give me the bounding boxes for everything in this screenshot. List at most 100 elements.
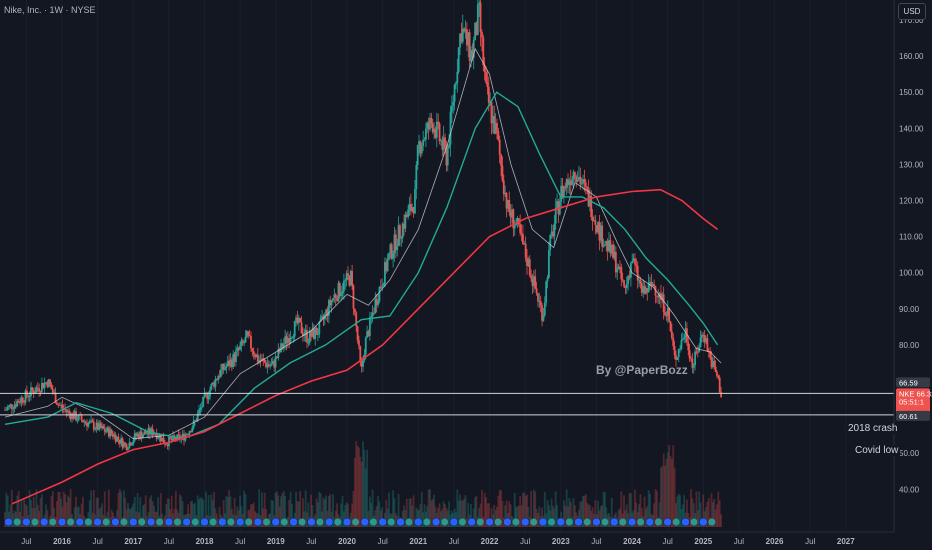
dividend-event-icon bbox=[235, 517, 245, 527]
volume-bar bbox=[24, 504, 27, 527]
candle-body bbox=[377, 301, 379, 306]
volume-bar bbox=[534, 491, 537, 527]
candle-body bbox=[415, 164, 418, 189]
candle-body bbox=[437, 121, 440, 124]
dividend-event-icon bbox=[111, 517, 120, 527]
volume-bar bbox=[122, 490, 125, 527]
volume-bar bbox=[258, 489, 261, 527]
time-axis[interactable]: Jul 2016 Jul 2017 Jul 2018 Jul 2019 Jul 2020 Jul 20… bbox=[21, 537, 855, 546]
volume-bar bbox=[520, 505, 523, 527]
candle-body bbox=[401, 223, 404, 238]
candle-body bbox=[84, 421, 87, 423]
candle-body bbox=[213, 382, 215, 387]
candle-body bbox=[545, 281, 548, 303]
candle-body bbox=[105, 431, 108, 433]
candle-body bbox=[353, 308, 356, 313]
candle-body bbox=[594, 220, 597, 225]
candle-body bbox=[475, 22, 478, 35]
candle-body bbox=[407, 209, 410, 217]
earnings-event-icon bbox=[138, 518, 146, 526]
badge-low-text: 60.61 bbox=[899, 412, 918, 421]
price-axis[interactable]: 170.00 160.00 150.00 140.00 130.00 120.00 110.… bbox=[899, 16, 924, 494]
volume-bar bbox=[288, 499, 291, 527]
candle-body bbox=[623, 280, 625, 287]
candle-body bbox=[580, 183, 583, 185]
dividend-event-icon bbox=[129, 517, 138, 527]
volume-bar bbox=[419, 503, 422, 527]
candle-body bbox=[444, 137, 446, 147]
volume-bar bbox=[664, 465, 666, 527]
volume-bar bbox=[57, 491, 60, 527]
candle-body bbox=[122, 442, 125, 448]
volume-bar bbox=[136, 493, 139, 527]
volume-bar bbox=[479, 503, 482, 527]
earnings-event-icon bbox=[423, 518, 431, 526]
candle-body bbox=[157, 437, 159, 439]
candle-body bbox=[672, 337, 675, 347]
candle-body bbox=[284, 336, 287, 344]
candle-body bbox=[662, 294, 665, 313]
candle-body bbox=[565, 179, 568, 188]
price-tick-label: 100.00 bbox=[899, 269, 924, 278]
candle-body bbox=[86, 422, 88, 427]
candle-body bbox=[325, 309, 328, 315]
candle-body bbox=[628, 275, 631, 278]
candle-body bbox=[185, 434, 188, 435]
candle-body bbox=[523, 243, 526, 245]
candle-body bbox=[699, 337, 702, 347]
volume-bar bbox=[315, 498, 318, 527]
volume-bar bbox=[194, 503, 196, 527]
dividend-event-icon bbox=[556, 517, 566, 527]
candle-body bbox=[247, 331, 250, 336]
dividend-event-icon bbox=[378, 517, 387, 527]
volume-bar bbox=[31, 508, 34, 527]
candle-body bbox=[598, 222, 601, 241]
volume-bar bbox=[556, 505, 558, 527]
candle-body bbox=[459, 33, 461, 48]
dividend-event-icon bbox=[503, 517, 512, 527]
volume-bar bbox=[235, 514, 237, 527]
currency-button[interactable]: USD bbox=[898, 3, 926, 20]
volume-bar bbox=[493, 505, 496, 527]
volume-bar bbox=[497, 495, 500, 527]
dividend-event-icon bbox=[22, 517, 31, 527]
candle-body bbox=[312, 328, 315, 339]
price-tick-label: 40.00 bbox=[899, 485, 920, 494]
volume-bar bbox=[461, 500, 464, 527]
candle-body bbox=[166, 444, 169, 447]
candle-body bbox=[113, 434, 116, 437]
candle-body bbox=[668, 308, 671, 322]
time-tick-label: 2022 bbox=[481, 537, 499, 546]
volume-bar bbox=[582, 495, 584, 527]
candle-body bbox=[87, 422, 90, 427]
candle-body bbox=[470, 50, 472, 61]
candle-body bbox=[640, 283, 643, 293]
volume-bar bbox=[366, 449, 369, 527]
time-tick-label: 2020 bbox=[338, 537, 356, 546]
chart-title[interactable]: Nike, Inc. · 1W · NYSE bbox=[4, 5, 96, 15]
volume-bar bbox=[62, 491, 65, 527]
volume-bar bbox=[702, 494, 705, 527]
candle-body bbox=[49, 379, 51, 385]
candle-body bbox=[136, 433, 139, 437]
candle-body bbox=[295, 317, 297, 322]
volume-bar bbox=[90, 490, 92, 527]
candle-body bbox=[718, 377, 721, 393]
volume-bar bbox=[500, 490, 502, 527]
volume-bar bbox=[269, 513, 272, 527]
candle-body bbox=[214, 379, 217, 387]
volume-bar bbox=[543, 492, 546, 527]
candle-body bbox=[148, 428, 151, 435]
volume-bar bbox=[456, 489, 459, 527]
candle-body bbox=[650, 281, 653, 286]
candle-body bbox=[556, 201, 558, 208]
volume-bar bbox=[483, 492, 486, 527]
volume-bar bbox=[83, 515, 86, 527]
candle-body bbox=[35, 387, 38, 393]
candle-body bbox=[241, 340, 244, 343]
volume-bar bbox=[341, 496, 344, 527]
candle-body bbox=[77, 414, 80, 420]
volume-bar bbox=[98, 508, 101, 527]
